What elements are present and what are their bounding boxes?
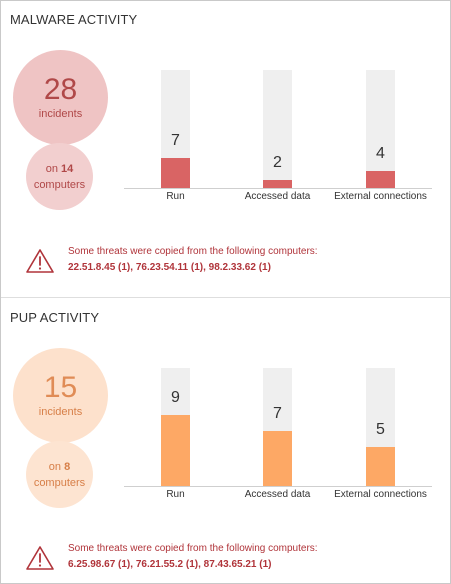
warning-computer-list: 6.25.98.67 (1), 76.21.55.2 (1), 87.43.65… — [68, 559, 272, 570]
bar-category-label: Run — [166, 489, 185, 500]
incidents-circle: 28 incidents — [13, 50, 108, 145]
bar-value-label: 7 — [273, 405, 282, 422]
panel-divider — [1, 297, 450, 298]
malware-bar-chart: 7 Run 2 Accessed data 4 External connections — [0, 0, 451, 220]
warning-message: Some threats were copied from the follow… — [68, 246, 318, 257]
computers-prefix: on — [48, 460, 62, 473]
bar-category-label: Accessed data — [244, 489, 311, 500]
bar-value-label: 5 — [376, 421, 385, 438]
computers-prefix: on — [45, 162, 58, 175]
pup-bar-chart: 9 Run 7 Accessed data 5 External connections — [0, 298, 451, 518]
computers-line-1: on 8 — [49, 459, 70, 475]
bar — [366, 447, 395, 486]
bar — [263, 431, 292, 486]
bar-category-label: Accessed data — [244, 191, 311, 202]
bar-track — [263, 70, 292, 188]
incidents-circle: 15 incidents — [13, 348, 108, 443]
panel-title: MALWARE ACTIVITY — [10, 12, 138, 27]
computers-label: computers — [33, 178, 86, 191]
bar-category-label: External connections — [334, 489, 427, 500]
malware-activity-panel: MALWARE ACTIVITY 28 incidents on 14 comp… — [0, 0, 451, 276]
incidents-count: 15 — [43, 371, 78, 404]
bar — [263, 180, 292, 188]
bar-value-label: 9 — [171, 389, 180, 406]
copied-threats-warning: Some threats were copied from the follow… — [68, 244, 318, 276]
warning-message: Some threats were copied from the follow… — [68, 543, 318, 554]
computers-label: computers — [33, 476, 86, 489]
bar — [161, 158, 190, 188]
pup-activity-panel: PUP ACTIVITY 15 incidents on 8 computers… — [0, 298, 451, 584]
incidents-label: incidents — [38, 108, 83, 120]
bar-value-label: 7 — [171, 132, 180, 149]
chart-baseline — [124, 486, 432, 487]
warning-computer-list: 22.51.8.45 (1), 76.23.54.11 (1), 98.2.33… — [68, 262, 271, 273]
panel-title: PUP ACTIVITY — [10, 310, 100, 325]
chart-baseline — [124, 188, 432, 189]
incidents-label: incidents — [38, 406, 83, 418]
bar-category-label: External connections — [334, 191, 427, 202]
computers-line-1: on 14 — [46, 161, 74, 177]
bar-value-label: 2 — [273, 154, 282, 171]
warning-triangle-icon — [26, 546, 54, 570]
computers-count: 14 — [61, 162, 74, 175]
bar-value-label: 4 — [376, 145, 385, 162]
computers-count: 8 — [64, 460, 71, 473]
bar-track — [366, 70, 395, 188]
computers-circle: on 8 computers — [26, 441, 93, 508]
computers-circle: on 14 computers — [26, 143, 93, 210]
warning-triangle-icon — [26, 249, 54, 273]
bar-category-label: Run — [166, 191, 185, 202]
bar — [161, 415, 190, 486]
copied-threats-warning: Some threats were copied from the follow… — [68, 541, 318, 573]
bar — [366, 171, 395, 188]
incidents-count: 28 — [43, 73, 78, 106]
